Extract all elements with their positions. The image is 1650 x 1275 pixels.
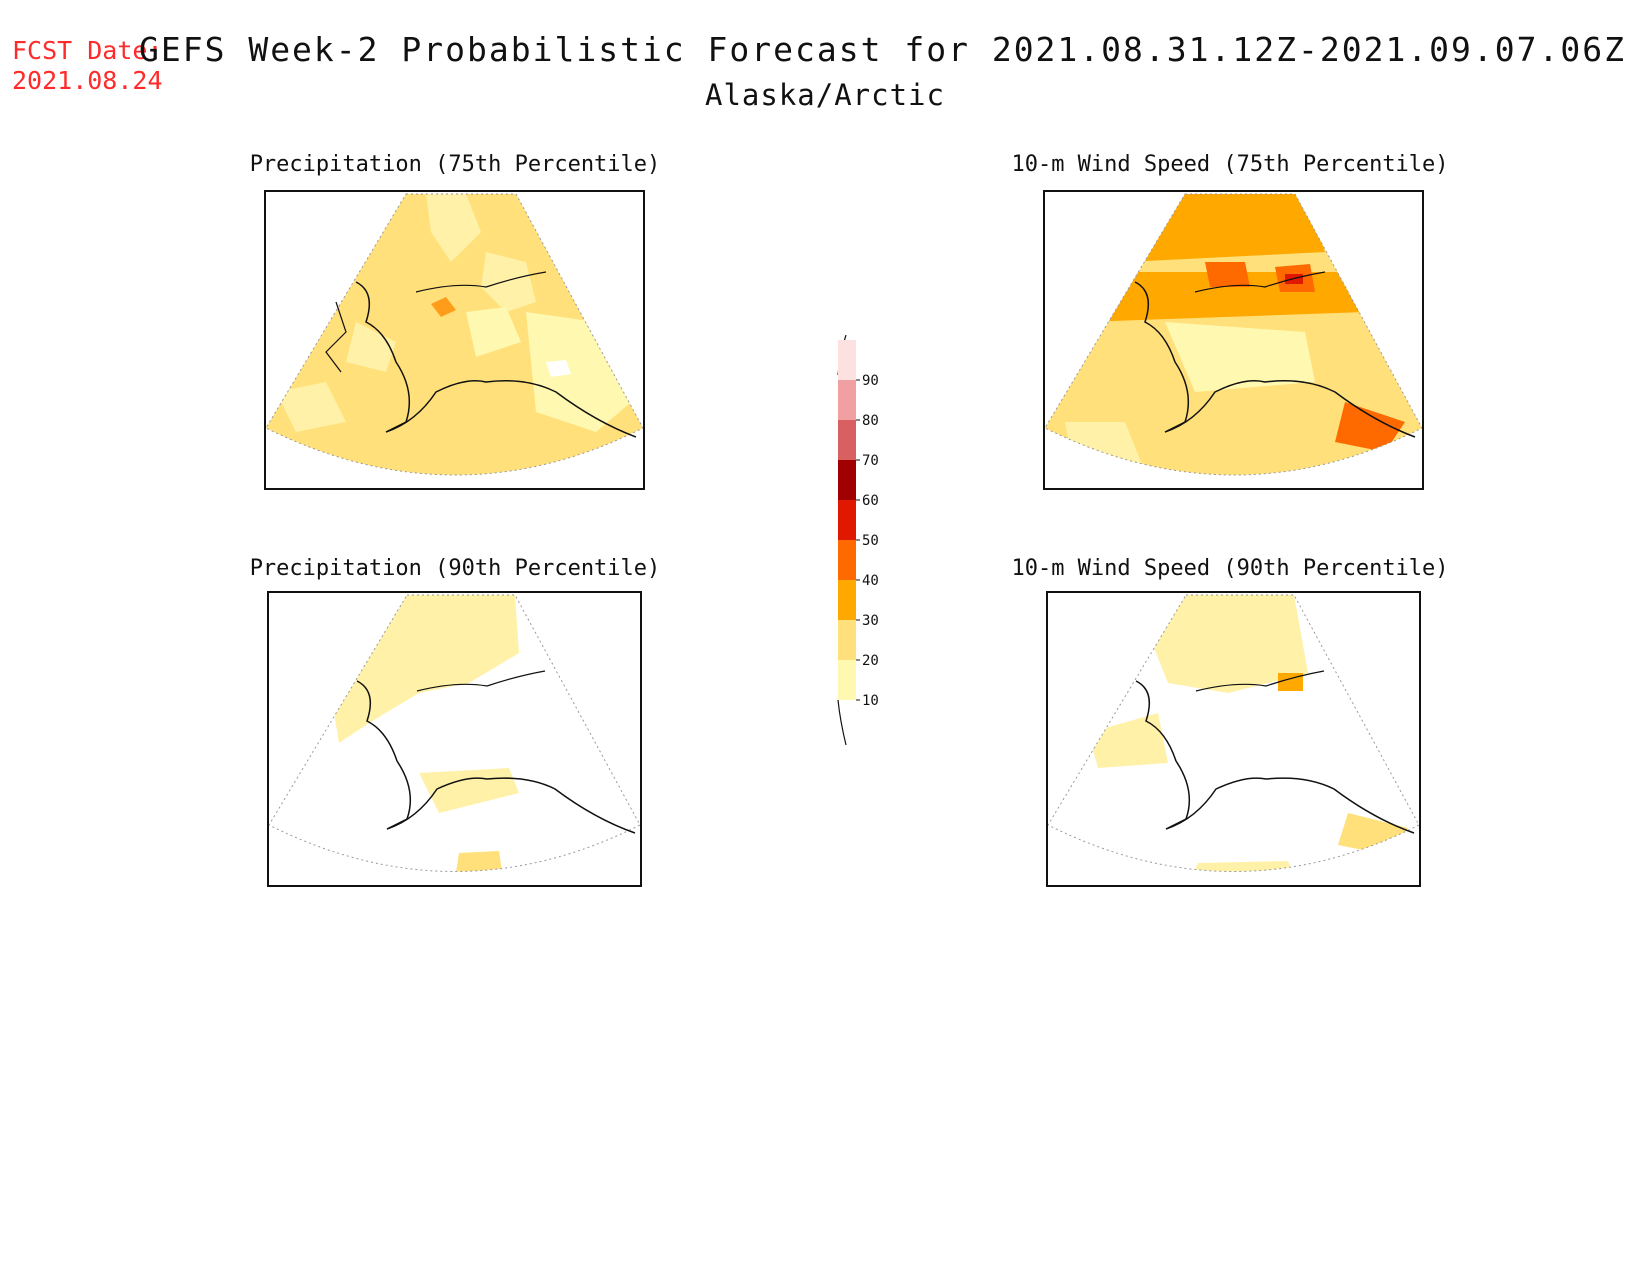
- legend-swatch: [838, 620, 856, 660]
- map-wind-75: [1043, 190, 1424, 490]
- map-wind-90: [1046, 591, 1421, 887]
- legend-swatch: [838, 460, 856, 500]
- legend-label: 80: [862, 413, 879, 429]
- map-precip-90: [267, 591, 642, 887]
- legend-label: 10: [862, 693, 879, 709]
- panel-title-wind-90: 10-m Wind Speed (90th Percentile): [1011, 556, 1449, 581]
- forecast-date-value: 2021.08.24: [12, 66, 163, 95]
- legend-swatch: [838, 540, 856, 580]
- legend-swatch: [838, 660, 856, 700]
- legend-label: 20: [862, 653, 879, 669]
- forecast-date-block: FCST Date: 2021.08.24: [12, 36, 163, 96]
- legend-label: 60: [862, 493, 879, 509]
- panel-title-precip-75: Precipitation (75th Percentile): [249, 152, 661, 177]
- legend-label: 30: [862, 613, 879, 629]
- legend-swatch: [838, 580, 856, 620]
- page-subtitle: Alaska/Arctic: [705, 78, 945, 112]
- page-title: GEFS Week-2 Probabilistic Forecast for 2…: [0, 30, 1650, 69]
- legend-label: 50: [862, 533, 879, 549]
- panel-title-wind-75: 10-m Wind Speed (75th Percentile): [1011, 152, 1449, 177]
- map-precip-75: [264, 190, 645, 490]
- legend-swatch: [838, 340, 856, 380]
- legend-label: 40: [862, 573, 879, 589]
- legend-swatch: [838, 500, 856, 540]
- legend-label: 90: [862, 373, 879, 389]
- forecast-date-label: FCST Date:: [12, 36, 163, 65]
- legend-swatch: [838, 380, 856, 420]
- page-title-text: GEFS Week-2 Probabilistic Forecast for 2…: [138, 30, 1626, 69]
- color-legend: 10 20 30 40 50 60 70 80 90: [837, 335, 879, 745]
- legend-swatch: [838, 420, 856, 460]
- legend-bottom-arrow: [837, 699, 847, 745]
- legend-label: 70: [862, 453, 879, 469]
- panel-title-precip-90: Precipitation (90th Percentile): [249, 556, 661, 581]
